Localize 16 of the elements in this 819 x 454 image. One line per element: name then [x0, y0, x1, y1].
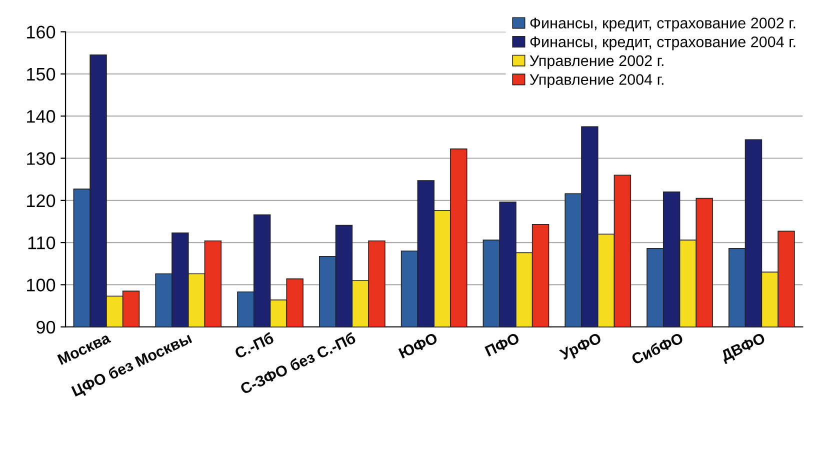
- legend-label: Управление 2002 г.: [530, 55, 664, 70]
- y-tick-label: 100: [27, 278, 56, 292]
- y-tick-label: 160: [27, 26, 56, 38]
- y-tick-label: 150: [27, 68, 56, 81]
- y-tick-label: 120: [27, 194, 56, 208]
- x-tick-label: УрФО: [558, 332, 604, 363]
- legend-label: Финансы, кредит, страхование 2004 г.: [530, 36, 796, 50]
- y-tick-label: 140: [27, 110, 56, 123]
- x-tick-label: ПФО: [484, 332, 520, 357]
- x-tick-label: ЮФО: [398, 332, 438, 359]
- legend-label: Управление 2004 г.: [530, 74, 664, 88]
- y-tick-label: 110: [28, 236, 56, 250]
- legend-label: Финансы, кредит, страхование 2002 г.: [530, 18, 796, 32]
- y-tick-label: 130: [27, 152, 56, 165]
- x-tick-label: С.-Пб: [234, 332, 274, 359]
- y-tick-label: 90: [36, 320, 56, 334]
